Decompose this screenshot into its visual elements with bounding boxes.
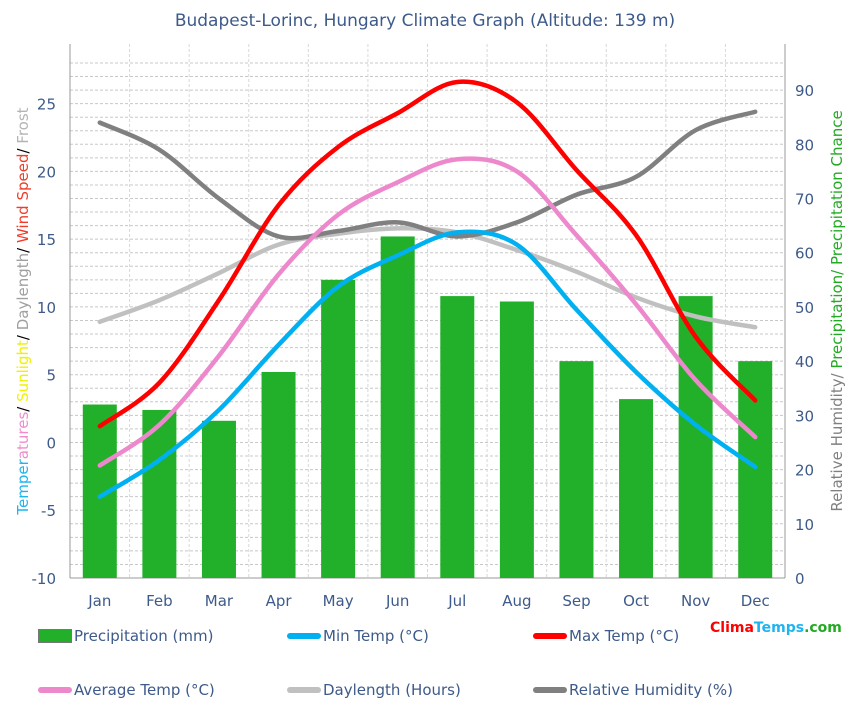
month-label: Nov [681,592,710,610]
left-tick-label: 5 [46,367,56,385]
right-tick-label: 10 [795,516,814,534]
month-label: Jun [385,592,409,610]
axis-title-part: Temper [14,458,32,515]
legend-label: Relative Humidity (%) [569,681,733,699]
series-line-min [97,229,758,499]
legend-label: Average Temp (°C) [74,681,215,699]
month-label: Mar [205,592,234,610]
right-tick-label: 70 [795,191,814,209]
left-axis-title: Temperatures/ Sunlight/ Daylength/ Wind … [14,107,32,515]
legend-swatch [38,687,72,693]
month-label: Apr [266,592,293,610]
left-tick-label: 15 [37,231,56,249]
precipitation-bar [142,409,177,578]
right-axis-title: Relative Humidity/ Precipitation/ Precip… [828,110,846,511]
month-label: Aug [502,592,531,610]
legend-label: Daylength (Hours) [323,681,461,699]
left-tick-label: 0 [46,434,56,452]
legend-item: Average Temp (°C) [38,681,215,699]
left-tick-label: 25 [37,96,56,114]
left-tick-label: -5 [41,502,56,520]
axis-title-part: / [14,402,32,412]
precipitation-bar [201,420,236,578]
axis-title-part: atures [14,412,32,460]
month-label: Jul [447,592,466,610]
axis-title-part: Daylength [14,253,32,330]
month-label: May [323,592,354,610]
axis-title-part: Precipitation/ Precipitation Chance [828,110,846,368]
legend-swatch [533,633,567,639]
month-label: Sep [562,592,590,610]
legend-item: Precipitation (mm) [38,627,213,645]
legend-swatch [533,687,567,693]
left-tick-label: 10 [37,299,56,317]
month-label: Jan [87,592,111,610]
precipitation-bar [559,361,594,578]
legend-swatch [38,629,72,643]
precipitation-bar [321,279,356,578]
legend-item: Max Temp (°C) [533,627,679,645]
legend-item: Relative Humidity (%) [533,681,733,699]
legend-swatch [287,687,321,693]
axis-title-part: / [14,144,32,154]
right-tick-label: 20 [795,462,814,480]
precipitation-bar [499,301,534,578]
month-label: Feb [146,592,173,610]
precipitation-bar [261,371,296,578]
right-tick-label: 80 [795,136,814,154]
month-label: Oct [623,592,649,610]
logo-part: .com [804,620,842,636]
right-tick-label: 90 [795,82,814,100]
left-tick-label: -10 [32,570,57,588]
left-tick-label: 20 [37,163,56,181]
climatemps-logo: ClimaTemps.com [710,620,842,636]
chart-title: Budapest-Lorinc, Hungary Climate Graph (… [175,11,675,31]
precipitation-bar [440,296,475,578]
axis-title-part: Frost [14,107,32,143]
precipitation-bar [738,361,773,578]
axis-title-part: Wind Speed [14,154,32,244]
logo-part: Temps [753,620,805,636]
precipitation-bar [678,296,713,578]
axis-title-part: / [14,330,32,340]
legend-label: Min Temp (°C) [323,627,429,645]
logo-part: Clima [710,620,754,636]
precipitation-bar [619,399,654,578]
legend-swatch [287,633,321,639]
right-tick-label: 60 [795,245,814,263]
series-line-max [97,79,758,429]
right-tick-label: 40 [795,353,814,371]
axis-title-part: / [14,243,32,253]
series-line-average [97,156,758,468]
month-label: Dec [741,592,770,610]
right-tick-label: 30 [795,407,814,425]
legend-label: Max Temp (°C) [569,627,680,645]
axis-title-part: Relative Humidity/ [828,369,846,512]
axis-title-part: Sunlight [14,340,32,402]
series-line-relative [97,109,758,241]
legend-item: Min Temp (°C) [287,627,429,645]
right-tick-label: 50 [795,299,814,317]
legend-item: Daylength (Hours) [287,681,461,699]
legend-label: Precipitation (mm) [74,627,214,645]
right-tick-label: 0 [795,570,805,588]
precipitation-bar [380,236,415,578]
